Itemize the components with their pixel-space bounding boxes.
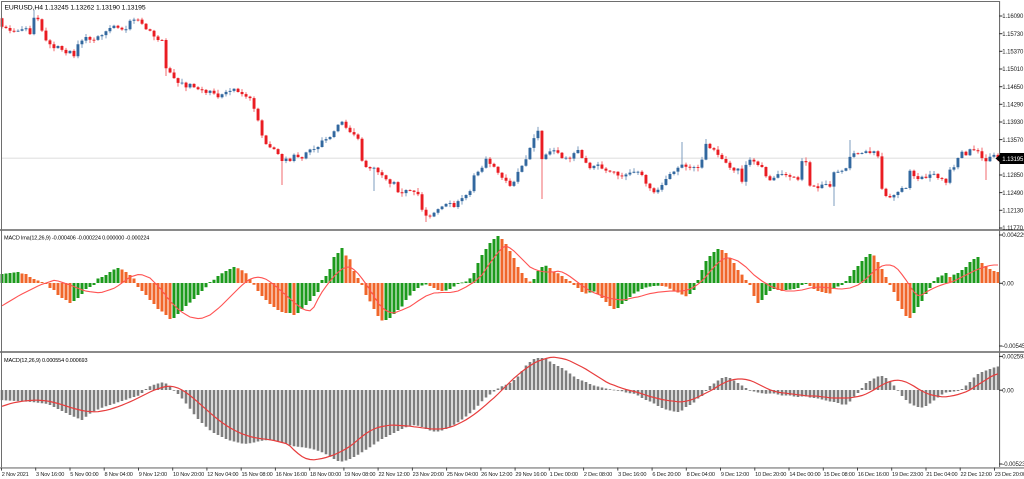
svg-text:MACD lma(12,26,9) -0.000406 -0: MACD lma(12,26,9) -0.000406 -0.000224 0.… — [4, 235, 149, 241]
svg-text:18 Nov 00:00: 18 Nov 00:00 — [310, 472, 341, 478]
svg-text:16 Dec 16:00: 16 Dec 16:00 — [858, 472, 889, 478]
svg-text:8 Dec 04:00: 8 Dec 04:00 — [687, 472, 715, 478]
svg-text:22 Dec 12:00: 22 Dec 12:00 — [961, 472, 992, 478]
svg-text:25 Nov 04:00: 25 Nov 04:00 — [447, 472, 478, 478]
svg-text:10 Dec 20:00: 10 Dec 20:00 — [755, 472, 786, 478]
svg-text:22 Nov 12:00: 22 Nov 12:00 — [378, 472, 409, 478]
svg-text:1.14290: 1.14290 — [1002, 103, 1024, 109]
svg-text:15 Nov 08:00: 15 Nov 08:00 — [241, 472, 272, 478]
svg-text:16 Nov 16:00: 16 Nov 16:00 — [276, 472, 307, 478]
svg-text:3 Dec 16:00: 3 Dec 16:00 — [618, 472, 646, 478]
svg-text:1.15730: 1.15730 — [1002, 32, 1024, 38]
svg-text:1.12130: 1.12130 — [1002, 209, 1024, 215]
svg-text:8 Nov 04:00: 8 Nov 04:00 — [105, 472, 133, 478]
svg-text:19 Nov 08:00: 19 Nov 08:00 — [344, 472, 375, 478]
svg-text:1 Dec 00:00: 1 Dec 00:00 — [550, 472, 578, 478]
svg-text:23 Nov 20:00: 23 Nov 20:00 — [413, 472, 444, 478]
svg-text:0.00: 0.00 — [1002, 282, 1014, 288]
svg-text:EURUSD,H4 1.13245 1.13262 1.1: EURUSD,H4 1.13245 1.13262 1.13190 1.1319… — [5, 4, 146, 11]
svg-text:10 Nov 20:00: 10 Nov 20:00 — [173, 472, 204, 478]
svg-text:1.13195: 1.13195 — [1002, 157, 1024, 163]
svg-text:9 Dec 12:00: 9 Dec 12:00 — [721, 472, 749, 478]
svg-text:0.002593: 0.002593 — [1002, 355, 1024, 361]
svg-text:15 Dec 08:00: 15 Dec 08:00 — [824, 472, 855, 478]
svg-text:5 Nov 00:00: 5 Nov 00:00 — [70, 472, 98, 478]
svg-text:29 Nov 16:00: 29 Nov 16:00 — [515, 472, 546, 478]
svg-text:12 Nov 04:00: 12 Nov 04:00 — [207, 472, 238, 478]
svg-text:-0.005455: -0.005455 — [1002, 344, 1024, 350]
svg-text:19 Dec 23:00: 19 Dec 23:00 — [892, 472, 923, 478]
svg-text:1.14650: 1.14650 — [1002, 85, 1024, 91]
svg-text:1.13930: 1.13930 — [1002, 120, 1024, 126]
svg-text:23 Dec 20:00: 23 Dec 20:00 — [995, 472, 1024, 478]
svg-text:9 Nov 12:00: 9 Nov 12:00 — [139, 472, 167, 478]
svg-text:1.13570: 1.13570 — [1002, 138, 1024, 144]
svg-text:0.00: 0.00 — [1002, 388, 1014, 394]
svg-text:MACD(12,26,9) 0.000554 0.00069: MACD(12,26,9) 0.000554 0.000693 — [4, 358, 87, 364]
svg-text:14 Dec 00:00: 14 Dec 00:00 — [789, 472, 820, 478]
svg-text:-0.005236: -0.005236 — [1002, 462, 1024, 468]
svg-text:1.15370: 1.15370 — [1002, 50, 1024, 56]
svg-text:1.12850: 1.12850 — [1002, 173, 1024, 179]
svg-text:6 Dec 20:00: 6 Dec 20:00 — [652, 472, 680, 478]
svg-text:3 Nov 16:00: 3 Nov 16:00 — [36, 472, 64, 478]
svg-text:26 Nov 12:00: 26 Nov 12:00 — [481, 472, 512, 478]
svg-text:0.004229: 0.004229 — [1002, 233, 1024, 239]
svg-text:1.16090: 1.16090 — [1002, 14, 1024, 20]
svg-text:2 Nov 2021: 2 Nov 2021 — [2, 472, 29, 478]
svg-text:21 Dec 04:00: 21 Dec 04:00 — [926, 472, 957, 478]
svg-text:2 Dec 08:00: 2 Dec 08:00 — [584, 472, 612, 478]
svg-text:1.11770: 1.11770 — [1002, 226, 1023, 232]
svg-text:1.15010: 1.15010 — [1002, 67, 1024, 73]
svg-text:1.12490: 1.12490 — [1002, 191, 1024, 197]
